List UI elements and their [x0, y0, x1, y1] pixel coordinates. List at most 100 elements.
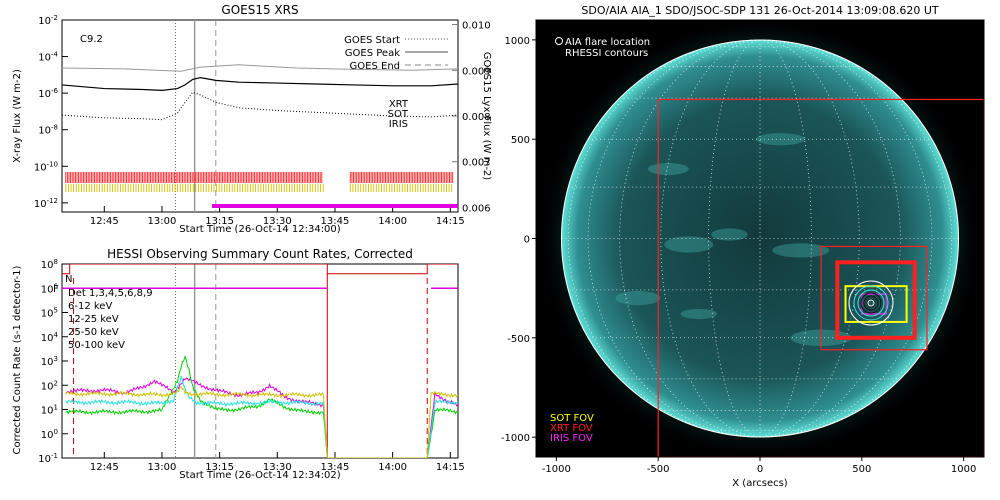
longitude-line [759, 39, 812, 438]
hessi-6-12kev-line [65, 377, 458, 458]
hessi-x-tick-label: 14:15 [436, 462, 465, 473]
hessi-x-tick-label: 12:45 [90, 462, 119, 473]
goes-y2-tick-label: 0.006 [462, 203, 491, 214]
goes-y-tick-label: 10-6 [38, 87, 58, 100]
goes-flare-class: C9.2 [80, 34, 103, 45]
hessi-y-tick-label: 104 [41, 331, 59, 344]
goes-series-group [62, 64, 458, 121]
goes-x-axis-label: Start Time (26-Oct-14 12:34:00) [179, 224, 340, 235]
goes-y2-tick-label: 0.009 [462, 66, 491, 77]
hessi-x-tick-label: 13:15 [205, 462, 234, 473]
coverage-bar-xrt [349, 172, 454, 183]
aia-x-axis-label: X (arcsecs) [732, 478, 788, 489]
longitude-line [660, 39, 761, 438]
hessi-flag-n-line [62, 264, 458, 275]
hessi-y-axis-label: Corrected Count Rate (s-1 detector-1) [12, 265, 23, 454]
active-region-blob [772, 243, 830, 258]
rhessi-contour [857, 289, 885, 317]
aia-y-tick-label: 0 [524, 235, 530, 246]
hessi-x-axis: 12:45 13:00 13:15 13:30 13:45 14:00 14:15 [90, 452, 465, 473]
goes-x-tick-label: 13:15 [205, 216, 234, 227]
active-region-blob [711, 228, 748, 241]
goes-y-tick-label: 10-10 [34, 160, 58, 173]
hessi-y-tick-label: 103 [41, 355, 58, 368]
aia-y-tick-label: 500 [511, 135, 530, 146]
hessi-y-tick-label: 108 [41, 258, 58, 271]
goes-x-tick-label: 13:00 [148, 216, 177, 227]
hessi-y-tick-label: 10-1 [38, 452, 58, 465]
legend-xrt-label: XRT [389, 99, 409, 110]
aia-y-tick-label: -500 [507, 334, 530, 345]
rhessi-contour [848, 280, 894, 326]
goes-y2-tick-label: 0.010 [462, 21, 491, 32]
aia-axes: -1000 -500 0 500 1000 1000 500 0 -500 -1000 [501, 36, 976, 475]
goes-x-tick-label: 14:15 [436, 216, 465, 227]
aia-flare-location-marker [867, 299, 875, 307]
hessi-chart: HESSI Observing Summary Count Rates, Cor… [12, 247, 465, 481]
hessi-y-tick-label: 105 [41, 307, 58, 320]
goes-chart-title: GOES15 XRS [221, 3, 298, 17]
coverage-bar-sot [65, 184, 324, 192]
aia-legend-flare: AIA flare location [565, 37, 650, 48]
goes-x-tick-label: 14:00 [378, 216, 407, 227]
legend-goes-start-label: GOES Start [344, 35, 400, 46]
active-region-blob [664, 236, 714, 253]
goes-y2-axis-label: GOES15 Lyx Flux (W m-2) [481, 52, 492, 181]
goes-y-tick-label: 10-8 [38, 124, 58, 137]
goes-y2-tick-label: 0.007 [462, 158, 491, 169]
goes-long-line [62, 76, 458, 92]
heliographic-grid [561, 39, 959, 438]
legend-iris-fov: IRIS FOV [550, 433, 593, 444]
hessi-y-tick-label: 100 [41, 428, 58, 441]
hessi-x-axis-label: Start Time (26-Oct-14 12:34:02) [179, 470, 340, 481]
legend-goes-peak-label: GOES Peak [345, 48, 400, 59]
longitude-line [587, 39, 761, 438]
goes-y-tick-label: 10-12 [34, 197, 58, 210]
legend-sot-fov: SOT FOV [550, 413, 594, 424]
aia-top-legend: AIA flare location RHESSI contours [555, 37, 650, 59]
fov-box-iris [861, 293, 887, 315]
hessi-legend-title: Det 1,3,4,5,6,8,9 [68, 288, 153, 299]
aia-x-tick-label: 0 [757, 464, 763, 475]
coverage-bar-iris [211, 204, 458, 208]
hessi-25-50kev-line [65, 375, 458, 458]
goes-chart: GOES15 XRS 10-2 10-4 10-6 10-8 10-10 10-12 0.… [12, 3, 492, 235]
aia-x-tick-label: -1000 [542, 464, 571, 475]
goes-lyx-line [62, 64, 458, 72]
longitude-line [708, 39, 761, 438]
hessi-12-25kev-line [65, 355, 458, 458]
goes-legend: GOES Start GOES Peak GOES End XRT SOT IR… [344, 35, 448, 130]
hessi-y-tick-label: 101 [41, 404, 58, 417]
legend-iris-label: IRIS [389, 119, 408, 130]
legend-goes-end-label: GOES End [350, 61, 400, 72]
aia-x-tick-label: 1000 [951, 464, 976, 475]
rhessi-contours [848, 280, 894, 326]
longitude-line [759, 39, 860, 438]
goes-coverage-bars [65, 172, 458, 208]
fov-box-xrt-small [835, 260, 917, 340]
goes-x-tick-label: 13:30 [263, 216, 292, 227]
legend-sot-label: SOT [388, 109, 409, 120]
legend-12-25kev: 12-25 keV [68, 314, 119, 325]
goes-time-markers [174, 20, 217, 212]
goes-y-tick-label: 10-2 [38, 14, 58, 27]
flare-location-symbol [555, 37, 563, 45]
hessi-legend: Det 1,3,4,5,6,8,9 6-12 keV 12-25 keV 25-… [68, 288, 153, 351]
goes-y-axis: 10-2 10-4 10-6 10-8 10-10 10-12 [34, 14, 68, 210]
coverage-bar-xrt [65, 172, 323, 183]
hessi-chart-title: HESSI Observing Summary Count Rates, Cor… [107, 247, 413, 261]
fov-box-sot [844, 285, 908, 323]
hessi-flags [62, 264, 458, 289]
aia-title: SDO/AIA AIA_1 SDO/JSOC-SDP 131 26-Oct-20… [581, 4, 939, 17]
legend-6-12kev: 6-12 keV [68, 301, 112, 312]
active-region-blob [648, 162, 689, 176]
active-region-blob [615, 290, 661, 306]
hessi-flag-n-label: N [65, 274, 72, 285]
goes-y-axis-label: X-ray Flux (W m-2) [12, 69, 23, 163]
aia-x-tick-label: -500 [647, 464, 670, 475]
hessi-50-100kev-line [65, 386, 458, 458]
aia-fov-legend: SOT FOV XRT FOV IRIS FOV [550, 413, 594, 444]
hessi-time-markers [73, 264, 428, 458]
rhessi-contour [863, 295, 879, 311]
